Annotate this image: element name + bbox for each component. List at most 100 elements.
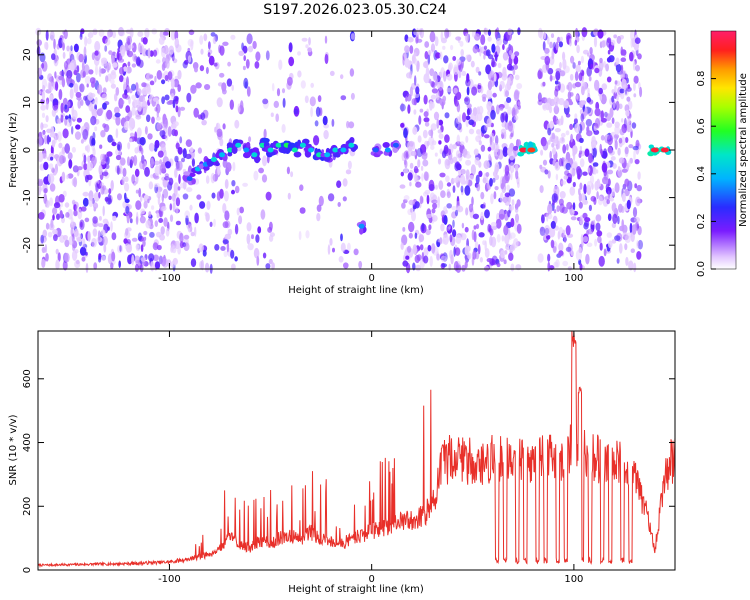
spectrogram-noise-cell bbox=[301, 37, 308, 42]
spectrogram-noise-cell bbox=[227, 228, 233, 236]
spectrogram-noise-cell bbox=[551, 193, 558, 203]
spectrogram-noise-cell bbox=[117, 244, 123, 254]
spectrogram-noise-cell bbox=[580, 100, 587, 105]
spectrogram-noise-cell bbox=[419, 108, 424, 113]
spectrogram-noise-cell bbox=[588, 204, 593, 212]
spectrogram-noise-cell bbox=[567, 266, 573, 271]
spectrogram-noise-cell bbox=[103, 243, 107, 253]
spectrogram-noise-cell bbox=[131, 83, 136, 91]
spectrogram-noise-cell bbox=[490, 193, 494, 205]
spectrogram-noise-cell bbox=[475, 174, 480, 185]
spectrogram-noise-cell bbox=[441, 101, 444, 110]
spectrogram-noise-cell bbox=[146, 114, 151, 123]
spectrogram-noise-cell bbox=[547, 67, 554, 75]
spectrogram-noise-cell bbox=[542, 41, 546, 51]
spectrogram-noise-cell bbox=[565, 143, 569, 151]
spectrogram-noise-cell bbox=[472, 213, 479, 220]
spectrogram-noise-cell bbox=[255, 234, 260, 243]
spectrogram-noise-cell bbox=[545, 102, 551, 111]
spectrogram-noise-cell bbox=[64, 252, 70, 263]
spectrogram-noise-cell bbox=[436, 118, 440, 129]
spectrogram-ytick-label: 10 bbox=[22, 96, 33, 109]
spectrogram-noise-cell bbox=[416, 147, 423, 158]
spectrogram-noise-cell bbox=[242, 65, 246, 71]
spectrogram-noise-cell bbox=[255, 51, 261, 62]
spectrogram-noise-cell bbox=[100, 182, 105, 187]
spectrogram-noise-cell bbox=[409, 86, 413, 97]
spectrogram-noise-cell bbox=[165, 161, 171, 169]
spectrogram-noise-cell bbox=[621, 219, 624, 229]
spectrogram-noise-cell bbox=[49, 183, 56, 192]
spectrogram-noise-cell bbox=[135, 216, 139, 225]
spectrogram-noise-cell bbox=[464, 185, 471, 196]
spectrogram-noise-cell bbox=[350, 33, 356, 40]
spectrogram-ridge-halo bbox=[382, 142, 390, 148]
spectrogram-noise-cell bbox=[608, 240, 613, 249]
spectrogram-noise-cell bbox=[93, 192, 100, 202]
spectrogram-noise-cell bbox=[427, 244, 432, 252]
colorbar-tick-label: 0.4 bbox=[696, 166, 707, 182]
spectrogram-noise-cell bbox=[158, 218, 164, 223]
spectrogram-noise-cell bbox=[556, 140, 561, 150]
spectrogram-noise-cell bbox=[167, 71, 173, 81]
spectrogram-ridge-point bbox=[650, 147, 659, 153]
spectrogram-noise-cell bbox=[437, 196, 440, 206]
spectrogram-noise-cell bbox=[444, 28, 450, 39]
spectrogram-noise-cell bbox=[475, 135, 481, 143]
spectrogram-noise-cell bbox=[448, 225, 451, 230]
spectrogram-noise-cell bbox=[478, 170, 483, 177]
spectrogram-noise-cell bbox=[87, 92, 94, 101]
spectrogram-noise-cell bbox=[430, 123, 437, 131]
spectrogram-noise-cell bbox=[50, 156, 54, 161]
spectrogram-noise-cell bbox=[415, 264, 422, 272]
spectrogram-noise-cell bbox=[607, 134, 613, 146]
spectrogram-noise-cell bbox=[337, 202, 341, 207]
spectrogram-noise-cell bbox=[487, 223, 492, 233]
spectrogram-noise-cell bbox=[86, 161, 94, 171]
spectrogram-noise-cell bbox=[239, 206, 245, 214]
spectrogram-noise-cell bbox=[111, 251, 116, 262]
spectrogram-noise-cell bbox=[204, 211, 208, 217]
spectrogram-noise-cell bbox=[80, 99, 84, 106]
spectrogram-noise-cell bbox=[64, 104, 68, 110]
spectrogram-noise-cell bbox=[414, 201, 420, 209]
spectrogram-noise-cell bbox=[136, 127, 142, 138]
spectrogram-noise-cell bbox=[127, 44, 134, 49]
spectrogram-noise-cell bbox=[58, 194, 65, 203]
spectrogram-noise-cell bbox=[71, 105, 75, 116]
spectrogram-noise-cell bbox=[438, 119, 444, 126]
spectrogram-noise-cell bbox=[453, 87, 458, 94]
spectrogram-noise-cell bbox=[84, 217, 90, 223]
spectrogram-noise-cell bbox=[572, 145, 578, 155]
spectrogram-noise-cell bbox=[606, 57, 612, 63]
spectrogram-noise-cell bbox=[231, 84, 234, 91]
spectrogram-noise-cell bbox=[403, 159, 407, 166]
spectrogram-noise-cell bbox=[120, 49, 126, 57]
spectrogram-noise-cell bbox=[165, 58, 170, 69]
spectrogram-noise-cell bbox=[238, 215, 243, 225]
spectrogram-noise-cell bbox=[92, 131, 96, 141]
snr-frame bbox=[37, 330, 676, 571]
spectrogram-noise-cell bbox=[596, 182, 602, 187]
spectrogram-noise-cell bbox=[448, 263, 452, 271]
spectrogram-noise-cell bbox=[508, 252, 514, 261]
spectrogram-noise-cell bbox=[73, 176, 78, 188]
spectrogram-noise-cell bbox=[624, 178, 630, 187]
spectrogram-noise-cell bbox=[270, 112, 274, 118]
spectrogram-noise-cell bbox=[468, 119, 475, 126]
spectrogram-noise-cell bbox=[570, 55, 575, 64]
spectrogram-noise-cell bbox=[405, 96, 408, 102]
spectrogram-noise-cell bbox=[347, 160, 352, 170]
spectrogram-noise-cell bbox=[181, 157, 185, 163]
spectrogram-noise-cell bbox=[629, 127, 633, 132]
spectrogram-noise-cell bbox=[461, 222, 465, 229]
spectrogram-noise-cell bbox=[483, 160, 490, 170]
spectrogram-noise-cell bbox=[614, 139, 618, 150]
spectrogram-noise-cell bbox=[52, 207, 58, 215]
spectrogram-noise-cell bbox=[331, 118, 335, 127]
spectrogram-noise-cell bbox=[431, 243, 436, 254]
spectrogram-noise-cell bbox=[624, 243, 628, 251]
spectrogram-noise-cell bbox=[542, 140, 549, 151]
spectrogram-noise-cell bbox=[502, 111, 509, 121]
spectrogram-noise-cell bbox=[140, 257, 146, 262]
